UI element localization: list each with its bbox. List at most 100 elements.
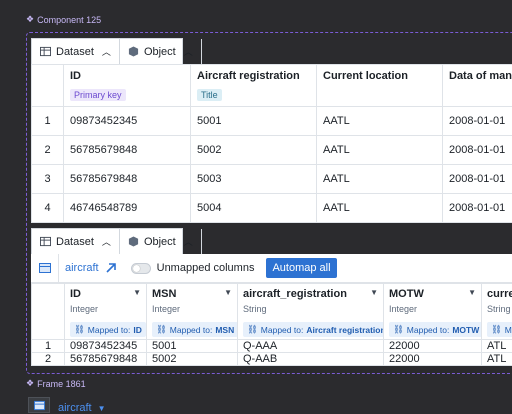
cell-aircraft-registration: 5001 (191, 107, 317, 136)
row-number: 1 (32, 107, 64, 136)
column-name: aircraft_registration (243, 288, 347, 300)
cell-aircraft-registration: 5002 (191, 136, 317, 165)
mapped-prefix: Mapped to: (170, 325, 213, 335)
column-header-msn[interactable]: MSN▼ Integer ⛓Mapped to:MSN (147, 284, 238, 340)
panel-tabs: Dataset ︿ Object ︿ (31, 228, 183, 254)
chevron-up-icon: ︿ (102, 45, 111, 58)
column-header-date-of-manufacture[interactable]: Data of manufa (443, 65, 512, 107)
row-number: 4 (32, 194, 64, 223)
table-header-row: ID Primary key Aircraft registration Tit… (32, 65, 512, 107)
mapped-target: Aircraft registration (306, 325, 383, 335)
column-header-id[interactable]: ID Primary key (64, 65, 191, 107)
mapped-prefix: M (505, 325, 512, 335)
mapped-badge: ⛓M (487, 322, 512, 337)
row-number: 2 (32, 353, 65, 366)
table-row[interactable]: 2 56785679848 5002 AATL 2008-01-01 (32, 136, 512, 165)
mapped-target: MSN (215, 325, 234, 335)
table-icon (40, 46, 51, 57)
caret-down-icon[interactable]: ▼ (468, 288, 476, 297)
column-type: Integer (152, 304, 232, 314)
cell-id: 09873452345 (65, 340, 147, 353)
tab-object[interactable]: Object ︿ (120, 39, 202, 64)
column-name: ID (70, 288, 81, 300)
column-name: Aircraft registration (197, 70, 310, 82)
tab-dataset[interactable]: Dataset ︿ (32, 229, 120, 254)
table-row[interactable]: 1 09873452345 5001 Q-AAA 22000 ATL (32, 340, 512, 353)
cell-id: 09873452345 (64, 107, 191, 136)
automap-all-button[interactable]: Automap all (266, 258, 336, 278)
caret-down-icon[interactable]: ▼ (370, 288, 378, 297)
cell-current-location: AATL (317, 194, 443, 223)
table-row[interactable]: 4 46746548789 5004 AATL 2008-01-01 (32, 194, 512, 223)
caret-down-icon[interactable]: ▼ (224, 288, 232, 297)
dataset-link[interactable]: aircraft (65, 262, 99, 274)
cell-msn: 5001 (147, 340, 238, 353)
cell-id: 56785679848 (64, 136, 191, 165)
table-row[interactable]: 1 09873452345 5001 AATL 2008-01-01 (32, 107, 512, 136)
mapping-toolbar: aircraft Unmapped columns Automap all (31, 254, 512, 283)
table-icon (40, 236, 51, 247)
object-table: ID Primary key Aircraft registration Tit… (31, 64, 512, 223)
mapped-badge: ⛓Mapped to:Aircraft registration (243, 322, 384, 337)
cell-current: ATL (482, 340, 512, 353)
mapping-body: aircraft Unmapped columns Automap all ID… (31, 254, 512, 366)
frame-label-text: Frame 1861 (37, 379, 86, 389)
column-name: ID (70, 70, 184, 82)
mapped-prefix: Mapped to: (261, 325, 304, 335)
cell-date: 2008-01-01 (443, 165, 512, 194)
column-header-aircraft-registration[interactable]: aircraft_registration ▼ String ⛓Mapped to… (238, 284, 384, 340)
column-name: MSN (152, 288, 176, 300)
cell-current-location: AATL (317, 136, 443, 165)
column-type: Integer (70, 304, 141, 314)
caret-down-icon[interactable]: ▼ (133, 288, 141, 297)
object-panel: Dataset ︿ Object ︿ ID Primary key Aircra… (31, 38, 512, 223)
title-badge: Title (197, 89, 222, 101)
mapping-table: ID ▼ Integer ⛓Mapped to:ID MSN ▼ Integer ⛓… (31, 283, 512, 366)
cell-msn: 5002 (147, 353, 238, 366)
tab-object[interactable]: Object ︿ (120, 229, 202, 254)
tab-dataset[interactable]: Dataset ︿ (32, 39, 120, 64)
component-icon: ❖ (26, 14, 34, 25)
column-header-id[interactable]: ID ▼ Integer ⛓Mapped to:ID (65, 284, 147, 340)
component-label: ❖ Component 125 (26, 14, 101, 25)
panel-tabs: Dataset ︿ Object ︿ (31, 38, 183, 64)
column-header-motw[interactable]: MOTW▼ Integer ⛓Mapped to:MOTW (384, 284, 482, 340)
mapped-prefix: Mapped to: (407, 325, 450, 335)
column-header-aircraft-registration[interactable]: Aircraft registration Title (191, 65, 317, 107)
column-type: Integer (389, 304, 476, 314)
column-header-current-location[interactable]: Current location (317, 65, 443, 107)
cell-current: ATL (482, 353, 512, 366)
cube-icon (128, 46, 139, 57)
column-type: String (487, 304, 507, 314)
column-name: Current location (323, 70, 436, 82)
row-number: 2 (32, 136, 64, 165)
cell-id: 56785679848 (64, 165, 191, 194)
cell-current-location: AATL (317, 107, 443, 136)
cell-id: 46746548789 (64, 194, 191, 223)
cube-icon (128, 236, 139, 247)
chevron-up-icon: ︿ (184, 45, 193, 58)
bottom-dataset-link[interactable]: aircraft (58, 402, 92, 414)
mapped-badge: ⛓Mapped to:ID (70, 322, 146, 337)
caret-down-icon[interactable]: ▼ (98, 404, 106, 413)
table-row[interactable]: 3 56785679848 5003 AATL 2008-01-01 (32, 165, 512, 194)
cell-aircraft-registration: 5003 (191, 165, 317, 194)
mapping-panel: Dataset ︿ Object ︿ aircraft Unmapped col… (31, 228, 512, 366)
chevron-up-icon: ︿ (184, 235, 193, 248)
unmapped-columns-label: Unmapped columns (157, 262, 255, 274)
dataset-icon-button[interactable] (31, 254, 59, 282)
tab-object-label: Object (144, 236, 176, 248)
cell-current-location: AATL (317, 165, 443, 194)
table-icon (39, 262, 51, 274)
arrow-up-right-icon[interactable] (105, 262, 117, 274)
table-row[interactable]: 2 56785679848 5002 Q-AAB 22000 ATL (32, 353, 512, 366)
table-icon (34, 400, 45, 411)
unmapped-columns-toggle[interactable] (131, 263, 151, 274)
bottom-dataset-selector[interactable]: aircraft ▼ (58, 402, 106, 414)
link-icon: ⛓ (491, 324, 502, 335)
column-type: String (243, 304, 378, 314)
tab-object-label: Object (144, 46, 176, 58)
bottom-dataset-icon-button[interactable] (28, 397, 50, 413)
column-name: MOTW (389, 288, 424, 300)
column-header-current[interactable]: curren String ⛓M (482, 284, 512, 340)
